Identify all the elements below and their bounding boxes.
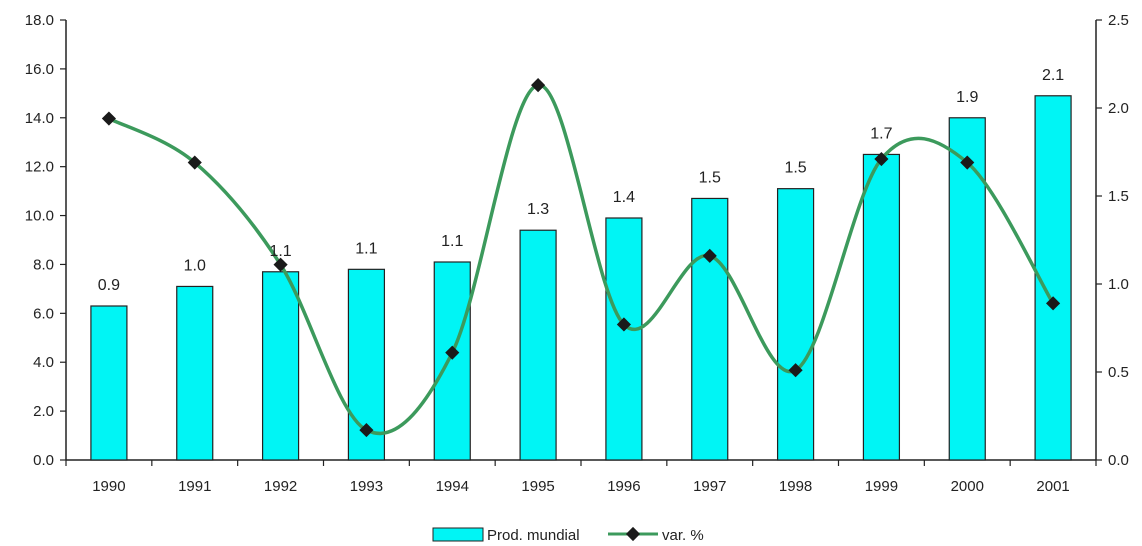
x-tick-label: 1994 [436, 478, 469, 495]
bar [261, 271, 300, 461]
y-left-tick-label: 6.0 [33, 305, 54, 322]
line-point-marker [960, 155, 975, 170]
y-right-tick-label: 2.5 [1108, 12, 1129, 29]
series-line [108, 83, 1055, 436]
legend-swatch-marker [625, 526, 641, 542]
x-tick-label: 1996 [607, 478, 640, 495]
y-left-tick-label: 0.0 [33, 452, 54, 469]
bar-data-label: 1.1 [269, 243, 291, 260]
y-left-tick-label: 10.0 [25, 208, 54, 225]
bar [433, 261, 471, 461]
bar-data-label: 2.1 [1042, 67, 1064, 84]
y-left-tick-label: 12.0 [25, 159, 54, 176]
legend-label-bar: Prod. mundial [487, 527, 580, 544]
y-right-tick-label: 0.5 [1108, 364, 1129, 381]
y-left-tick-label: 8.0 [33, 256, 54, 273]
bar-data-label: 1.1 [355, 240, 377, 257]
x-tick-label: 1992 [264, 478, 297, 495]
legend-swatch-bar [432, 527, 484, 542]
axes-layer: 0.0 2.0 4.0 6.0 8.0 10.0 12.0 14.0 16.0 18.0 0.0 0.… [25, 12, 1129, 495]
bar [605, 217, 643, 461]
line-point-marker [788, 363, 803, 378]
line-point-marker [187, 155, 202, 170]
x-tick-label: 1995 [521, 478, 554, 495]
line-layer [101, 78, 1061, 438]
legend-label-line: var. % [662, 527, 704, 544]
y-left-tick-label: 2.0 [33, 403, 54, 420]
bar-data-label: 1.7 [870, 125, 892, 142]
x-tick-label: 1990 [92, 478, 125, 495]
legend: Prod. mundial var. % [432, 526, 704, 544]
line-point-marker [273, 257, 288, 272]
bar-data-label: 1.5 [784, 160, 806, 177]
bar-data-label: 0.9 [98, 277, 120, 294]
bar-data-label: 1.5 [699, 169, 721, 186]
line-point-marker [359, 423, 374, 438]
y-left-tick-label: 16.0 [25, 61, 54, 78]
bar [776, 188, 815, 461]
y-right-tick-label: 2.0 [1108, 100, 1129, 117]
line-point-marker [531, 78, 546, 93]
y-left-tick-label: 14.0 [25, 110, 54, 127]
x-tick-label: 2000 [951, 478, 984, 495]
y-right-tick-label: 1.0 [1108, 276, 1129, 293]
bar-data-label: 1.3 [527, 201, 549, 218]
line-point-marker [616, 317, 631, 332]
bar-data-label: 1.9 [956, 89, 978, 106]
bar [176, 285, 214, 461]
line-point-marker [101, 111, 116, 126]
x-tick-label: 1997 [693, 478, 726, 495]
bar [862, 153, 901, 461]
bar [691, 197, 729, 461]
bar-data-label: 1.4 [613, 189, 635, 206]
labels-layer: 0.9 1.0 1.1 1.1 1.1 1.3 1.4 1.5 1.5 1.7 1.9 2.1 [98, 67, 1065, 294]
bars-layer [90, 95, 1072, 461]
bar [519, 229, 557, 461]
x-tick-label: 2001 [1036, 478, 1069, 495]
x-tick-label: 1999 [865, 478, 898, 495]
y-left-tick-label: 18.0 [25, 12, 54, 29]
y-right-tick-label: 0.0 [1108, 452, 1129, 469]
y-right-tick-label: 1.5 [1108, 188, 1129, 205]
x-tick-label: 1993 [350, 478, 383, 495]
line-point-marker [445, 345, 460, 360]
line-point-marker [1046, 296, 1061, 311]
bar-data-label: 1.1 [441, 233, 463, 250]
line-point-marker [702, 248, 717, 263]
bar-data-label: 1.0 [184, 257, 206, 274]
bar [90, 305, 128, 461]
line-point-marker [874, 151, 889, 167]
x-tick-label: 1991 [178, 478, 211, 495]
x-tick-label: 1998 [779, 478, 812, 495]
y-left-tick-label: 4.0 [33, 354, 54, 371]
